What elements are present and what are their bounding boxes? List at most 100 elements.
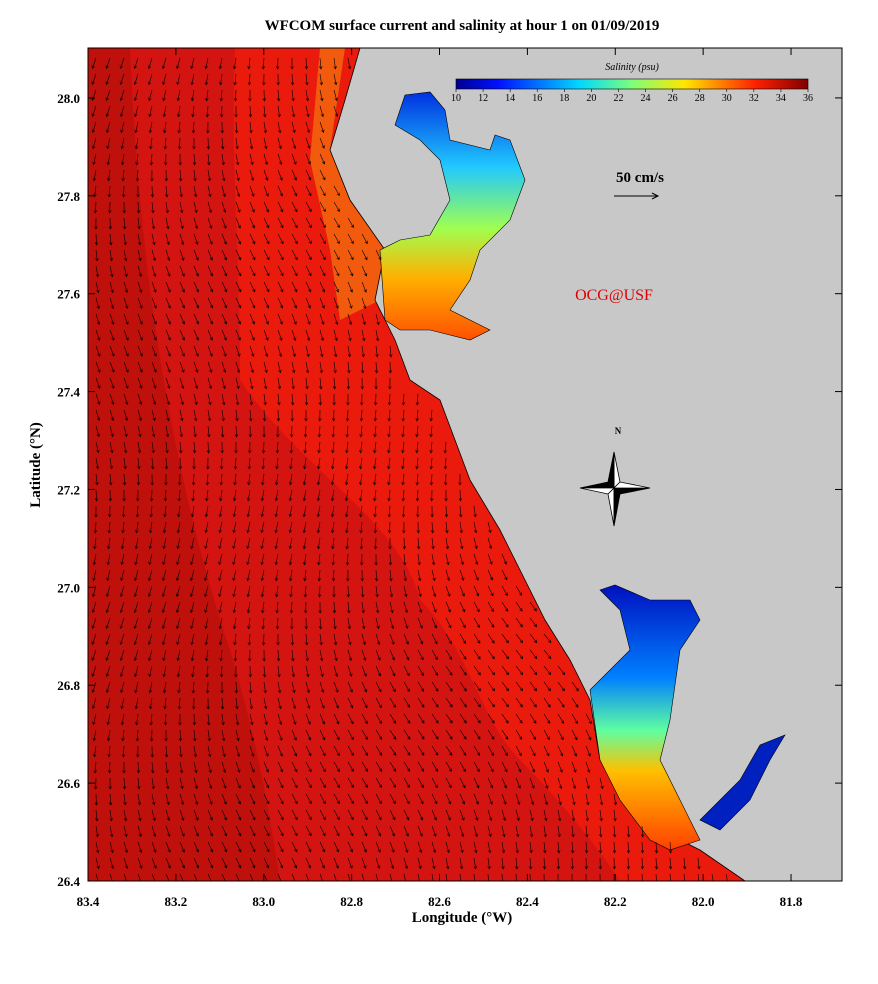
current-arrow: [331, 553, 335, 566]
current-arrow: [501, 841, 506, 854]
current-arrow: [585, 873, 587, 881]
current-arrow: [288, 489, 293, 502]
current-arrow: [151, 825, 157, 838]
current-arrow: [149, 713, 153, 726]
current-arrow: [515, 777, 521, 789]
current-arrow: [207, 425, 211, 438]
current-arrow: [179, 217, 184, 230]
current-arrow: [232, 601, 237, 614]
current-arrow: [515, 873, 517, 881]
current-arrow: [274, 489, 279, 502]
colorbar-tick-label: 12: [478, 93, 488, 104]
current-arrow: [107, 745, 111, 758]
current-arrow: [319, 777, 326, 789]
current-arrow: [91, 697, 97, 710]
current-arrow: [235, 793, 241, 805]
x-tick-label: 82.6: [428, 894, 451, 909]
current-arrow: [389, 681, 396, 693]
x-tick-label: 82.4: [516, 894, 539, 909]
current-arrow: [330, 505, 335, 518]
current-arrow: [221, 793, 227, 805]
current-arrow: [94, 217, 98, 230]
current-arrow: [135, 521, 139, 534]
current-arrow: [361, 601, 365, 614]
current-arrow: [317, 585, 322, 598]
current-arrow: [277, 105, 281, 118]
current-arrow: [190, 553, 195, 566]
current-arrow: [473, 729, 481, 740]
current-arrow: [319, 633, 323, 646]
current-arrow: [122, 201, 126, 214]
current-arrow: [91, 633, 97, 645]
current-arrow: [207, 297, 214, 309]
current-arrow: [487, 585, 494, 597]
current-arrow: [108, 505, 112, 518]
current-arrow: [190, 569, 195, 582]
current-arrow: [501, 665, 509, 676]
current-arrow: [149, 697, 153, 710]
current-arrow: [459, 649, 467, 660]
current-arrow: [218, 57, 223, 70]
current-arrow: [347, 665, 353, 677]
current-arrow: [133, 89, 139, 102]
current-arrow: [221, 137, 225, 150]
current-arrow: [121, 745, 126, 758]
current-arrow: [291, 873, 296, 881]
current-arrow: [151, 809, 156, 822]
map-frame: [87, 47, 843, 882]
current-arrow: [204, 601, 209, 614]
current-arrow: [106, 137, 111, 150]
current-arrow: [135, 713, 139, 726]
current-arrow: [319, 249, 326, 261]
current-arrow: [193, 425, 197, 438]
current-arrow: [487, 745, 494, 757]
current-arrow: [473, 521, 478, 534]
current-arrow: [191, 473, 196, 486]
current-arrow: [193, 329, 199, 341]
current-arrow: [571, 809, 576, 822]
current-arrow: [134, 537, 139, 550]
current-arrow: [319, 265, 326, 277]
current-arrow: [289, 569, 293, 582]
current-arrow: [291, 361, 296, 374]
current-arrow: [361, 729, 368, 741]
current-arrow: [333, 105, 339, 118]
current-arrow: [403, 601, 408, 614]
current-arrow: [389, 857, 395, 870]
current-arrow: [207, 233, 213, 245]
current-arrow: [190, 57, 195, 70]
north-label: N: [615, 426, 622, 436]
current-arrow: [429, 425, 433, 438]
y-tick-label: 26.6: [57, 776, 80, 791]
current-arrow: [193, 825, 199, 837]
current-arrow: [571, 793, 576, 806]
current-arrow: [375, 649, 381, 661]
current-arrow: [234, 105, 238, 118]
current-arrow: [345, 409, 350, 422]
current-arrow: [133, 73, 139, 86]
current-arrow: [162, 73, 167, 86]
current-arrow: [543, 665, 552, 676]
colorbar-tick-label: 18: [559, 93, 569, 104]
current-arrow: [556, 857, 561, 870]
current-arrow: [179, 809, 185, 821]
current-arrow: [333, 745, 340, 757]
current-arrow: [331, 457, 335, 470]
current-arrow: [319, 761, 326, 773]
current-arrow: [221, 297, 228, 309]
current-arrow: [626, 841, 631, 854]
current-arrow: [219, 473, 223, 486]
current-arrow: [529, 745, 536, 757]
current-arrow: [221, 217, 227, 229]
current-arrow: [151, 297, 157, 309]
current-arrow: [134, 121, 139, 134]
current-arrow: [105, 633, 111, 645]
current-arrow: [121, 185, 126, 198]
current-arrow: [221, 745, 226, 758]
current-arrow: [235, 409, 239, 422]
current-arrow: [219, 457, 224, 470]
current-arrow: [123, 441, 128, 454]
x-tick-label: 83.2: [165, 894, 188, 909]
current-arrow: [316, 489, 321, 502]
current-arrow: [249, 777, 255, 789]
